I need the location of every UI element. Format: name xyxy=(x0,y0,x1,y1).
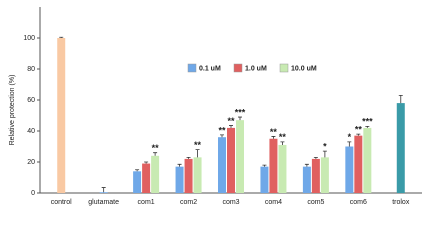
bar xyxy=(269,138,278,193)
error-bar xyxy=(186,156,191,159)
bar xyxy=(396,103,405,193)
significance-label: * xyxy=(348,132,352,142)
significance-label: ** xyxy=(218,125,226,135)
significance-label: *** xyxy=(235,107,246,117)
bar xyxy=(363,127,372,193)
significance-label: ** xyxy=(227,116,235,126)
error-bar xyxy=(101,187,106,193)
error-bar xyxy=(398,94,403,104)
x-tick-label: trolox xyxy=(392,199,410,206)
bar xyxy=(260,166,269,193)
bar xyxy=(278,144,287,193)
error-bar xyxy=(271,136,276,139)
legend-swatch xyxy=(233,63,243,73)
error-bar xyxy=(195,149,200,158)
bar xyxy=(99,192,108,193)
y-axis-label: Relative protection (%) xyxy=(9,75,16,146)
error-bar xyxy=(238,116,242,121)
error-bar xyxy=(177,163,182,167)
legend-swatch xyxy=(279,63,289,73)
x-tick-label: com5 xyxy=(307,199,324,206)
y-tick-label: 20 xyxy=(27,159,35,166)
x-tick-label: control xyxy=(51,199,72,206)
y-tick-label: 80 xyxy=(27,66,35,73)
significance-label: ** xyxy=(270,127,278,137)
x-tick-label: com1 xyxy=(138,199,155,206)
y-tick-label: 0 xyxy=(31,190,35,197)
legend-label: 0.1 uM xyxy=(199,65,221,72)
y-tick-label: 100 xyxy=(23,35,35,42)
x-tick-label: com3 xyxy=(222,199,239,206)
bar xyxy=(133,171,142,193)
error-bar xyxy=(313,156,318,159)
error-bar xyxy=(220,134,224,138)
y-tick-label: 40 xyxy=(27,128,35,135)
error-bar xyxy=(304,163,309,167)
significance-label: ** xyxy=(279,132,287,142)
bar xyxy=(236,120,244,193)
bar xyxy=(345,146,354,193)
bar xyxy=(193,157,202,193)
error-bar xyxy=(144,161,149,164)
chart: Relative protection (%) 0 20 40 60 80 100 cont… xyxy=(9,7,422,206)
bar xyxy=(227,127,235,193)
significance-label: * xyxy=(323,142,327,152)
error-bar xyxy=(229,125,233,128)
error-bar xyxy=(365,125,370,128)
bar xyxy=(320,157,329,193)
legend-label: 10.0 uM xyxy=(291,65,317,72)
legend-label: 1.0 uM xyxy=(245,65,267,72)
significance-label: ** xyxy=(152,143,160,153)
error-bar xyxy=(347,141,352,147)
significance-label: ** xyxy=(355,124,363,134)
error-bar xyxy=(280,141,285,145)
error-bar xyxy=(135,169,140,172)
bar xyxy=(354,135,363,193)
error-bar xyxy=(153,152,158,156)
bar xyxy=(175,166,184,193)
significance-label: ** xyxy=(194,140,202,150)
bar xyxy=(142,163,151,193)
bar xyxy=(302,166,311,193)
bar xyxy=(184,158,193,193)
x-tick-label: com2 xyxy=(180,199,197,206)
x-tick-label: glutamate xyxy=(88,199,119,206)
bar xyxy=(57,38,66,193)
bar xyxy=(218,137,226,193)
error-bar xyxy=(262,164,267,167)
bar xyxy=(311,158,320,193)
bar xyxy=(151,155,160,193)
x-tick-label: com4 xyxy=(265,199,282,206)
error-bar xyxy=(356,133,361,136)
significance-label: *** xyxy=(362,117,373,127)
x-tick-label: com6 xyxy=(350,199,367,206)
error-bar xyxy=(59,36,64,38)
legend-swatch xyxy=(187,63,197,73)
y-tick-label: 60 xyxy=(27,97,35,104)
error-bar xyxy=(322,150,327,158)
